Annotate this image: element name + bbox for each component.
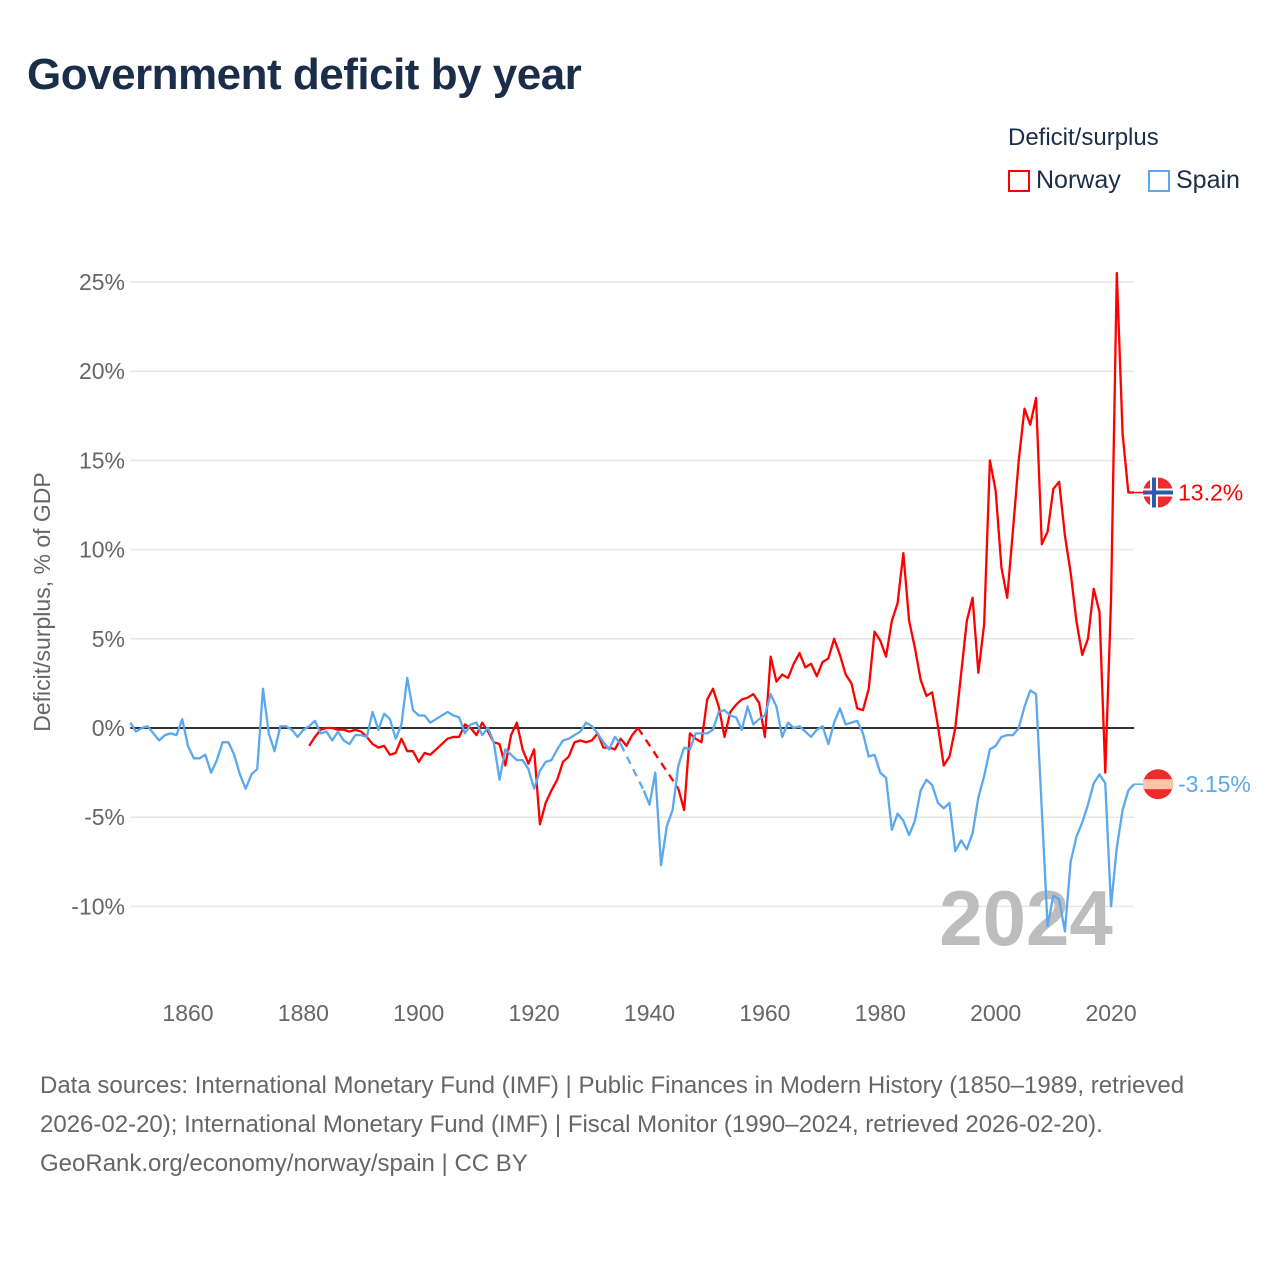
x-tick-label: 1980	[855, 1000, 906, 1026]
y-tick-label: 15%	[79, 447, 125, 473]
y-tick-label: -5%	[84, 804, 125, 830]
series-line-norway	[308, 721, 639, 826]
x-tick-label: 1860	[162, 1000, 213, 1026]
spain-flag-icon	[1143, 779, 1173, 790]
x-tick-label: 1940	[624, 1000, 675, 1026]
credit-link[interactable]: GeoRank.org/economy/norway/spain | CC BY	[40, 1150, 528, 1177]
series-gap-norway	[637, 727, 680, 790]
y-tick-label: 5%	[92, 626, 125, 652]
end-value-label: 13.2%	[1178, 480, 1243, 506]
x-tick-label: 2000	[970, 1000, 1021, 1026]
legend-swatch-norway	[1008, 169, 1030, 192]
legend-label: Spain	[1176, 166, 1240, 194]
page-title: Government deficit by year	[27, 50, 582, 99]
x-tick-label: 1900	[393, 1000, 444, 1026]
series-gap-spain	[619, 743, 645, 791]
x-tick-label: 1880	[278, 1000, 329, 1026]
y-tick-label: 20%	[79, 358, 125, 384]
year-watermark: 2024	[939, 874, 1113, 962]
y-axis-label: Deficit/surplus, % of GDP	[29, 472, 55, 731]
end-value-label: -3.15%	[1178, 771, 1251, 797]
y-tick-label: 10%	[79, 537, 125, 563]
line-chart: 25% 20% 15% 10% 5% 0% -5% -10% 1860 1880 1900 1920 1…	[29, 269, 1251, 1026]
legend-item-norway[interactable]: Norway	[1008, 166, 1121, 195]
series-line-spain	[129, 676, 622, 790]
y-tick-label: 25%	[79, 269, 125, 295]
y-tick-label: 0%	[92, 715, 125, 741]
x-tick-label: 1960	[739, 1000, 790, 1026]
legend-swatch-spain	[1148, 169, 1170, 192]
legend-label: Norway	[1036, 166, 1121, 194]
norway-flag-icon	[1143, 490, 1173, 495]
series-line-spain	[642, 689, 1135, 933]
x-tick-label: 2020	[1085, 1000, 1136, 1026]
x-tick-label: 1920	[509, 1000, 560, 1026]
footer: Data sources: International Monetary Fun…	[40, 1066, 1250, 1183]
y-tick-label: -10%	[71, 893, 125, 919]
data-sources: Data sources: International Monetary Fun…	[40, 1072, 1185, 1138]
norway-flag-icon	[1152, 477, 1156, 508]
legend-item-spain[interactable]: Spain	[1148, 166, 1240, 195]
legend-title: Deficit/surplus	[1008, 124, 1159, 151]
series-line-norway	[677, 271, 1135, 812]
